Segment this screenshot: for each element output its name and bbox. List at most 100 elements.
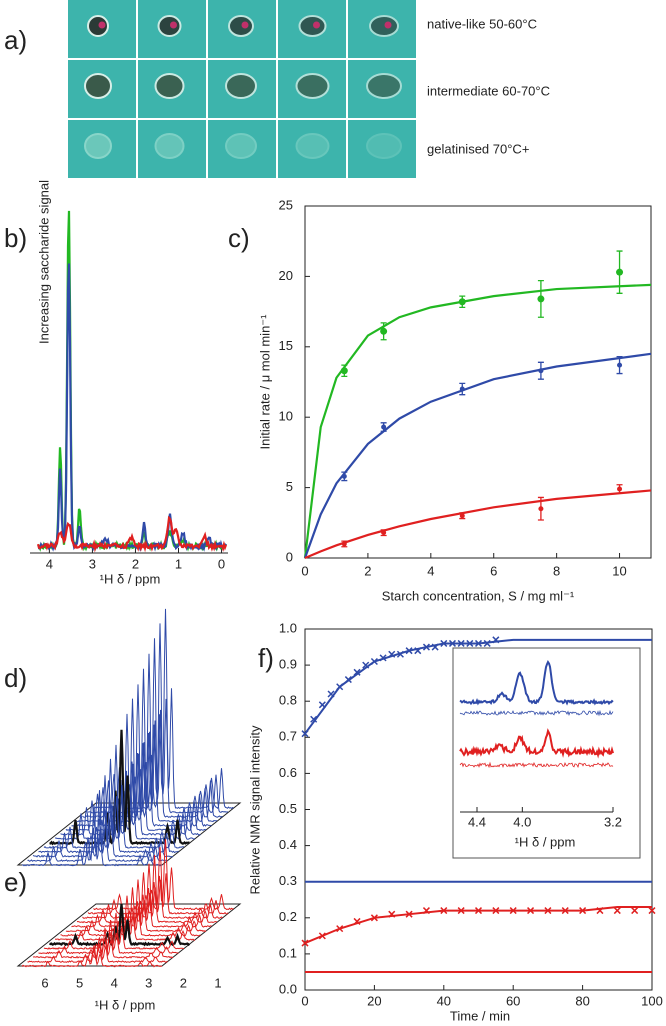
granule [298, 15, 327, 37]
granule-highlight [313, 21, 320, 29]
x-tick-label: 0 [218, 556, 225, 571]
data-point [301, 730, 309, 738]
data-point [483, 639, 491, 647]
spectrum-trace [36, 515, 228, 553]
x-tick-label: 2 [180, 975, 187, 990]
spectrum-trace [27, 790, 168, 863]
spectrum-trace [38, 920, 179, 955]
data-point [388, 650, 396, 658]
data-point [353, 917, 361, 925]
y-tick-label: 0 [286, 549, 293, 564]
spectrum-trace [37, 263, 227, 552]
data-point [381, 424, 387, 430]
data-point [466, 639, 474, 647]
inset-trace [459, 761, 614, 769]
y-tick-label: 20 [279, 268, 293, 283]
micrograph-tile [348, 120, 416, 178]
granule [154, 133, 185, 159]
spectrum-trace [76, 863, 218, 924]
x-axis-label: ¹H δ / ppm [100, 571, 161, 586]
x-tick-label: 4 [46, 556, 53, 571]
x-tick-label: 2 [364, 563, 371, 578]
data-point [440, 639, 448, 647]
data-point [492, 636, 500, 644]
y-tick-label: 0.2 [279, 909, 297, 924]
data-point [341, 541, 347, 547]
granule-highlight [241, 21, 249, 29]
data-point [370, 914, 378, 922]
granule-highlight [170, 21, 177, 29]
x-tick-label: 3.2 [604, 814, 622, 829]
data-point [310, 715, 318, 723]
data-point [381, 530, 387, 536]
legend-label: gelatinised 70°C+ [427, 141, 529, 156]
x-tick-label: 1 [175, 556, 182, 571]
y-axis-label: Initial rate / μ mol min⁻¹ [257, 314, 272, 450]
data-point [458, 298, 466, 306]
granule [295, 133, 330, 159]
data-point [474, 639, 483, 647]
x-tick-label: 0 [301, 563, 308, 578]
data-point [344, 676, 352, 684]
fit-curve [304, 905, 652, 944]
spectrum-trace [43, 912, 185, 950]
spectrum-trace [22, 804, 163, 867]
data-point [431, 643, 439, 651]
data-point [388, 910, 396, 918]
panel-label: e) [4, 867, 27, 897]
data-point [459, 513, 465, 519]
x-tick-label: 6 [41, 975, 48, 990]
legend-label: native-like 50-60°C [427, 16, 537, 31]
data-point [318, 701, 326, 709]
data-point [379, 654, 387, 662]
granule [154, 73, 185, 99]
y-tick-label: 0.3 [279, 873, 297, 888]
data-point [318, 932, 326, 940]
y-tick-label: 0.1 [279, 945, 297, 960]
y-tick-label: 0.7 [279, 729, 297, 744]
micrograph-grid [68, 0, 416, 178]
x-axis-label: ¹H δ / ppm [95, 997, 156, 1012]
y-tick-label: 25 [279, 197, 293, 212]
granule [295, 73, 330, 99]
data-point [459, 386, 465, 392]
panel-label: d) [4, 663, 27, 693]
data-point [336, 683, 344, 691]
data-point [422, 643, 430, 651]
data-point [596, 907, 604, 915]
data-point [538, 506, 544, 512]
spectrum-trace [60, 887, 201, 937]
data-point [301, 939, 309, 947]
y-tick-label: 0.4 [279, 837, 297, 852]
x-axis-label: Starch concentration, S / mg ml⁻¹ [382, 588, 575, 603]
x-tick-label: 3 [145, 975, 152, 990]
data-point [457, 639, 465, 647]
x-tick-label: 4.0 [513, 814, 531, 829]
granule [157, 15, 182, 37]
inset-trace [459, 709, 614, 717]
x-tick-label: 60 [506, 993, 520, 1008]
y-tick-label: 15 [279, 338, 293, 353]
spectrum-trace [82, 854, 223, 919]
x-tick-label: 3 [89, 556, 96, 571]
spectrum-trace [87, 847, 229, 915]
data-point [509, 907, 517, 915]
x-tick-label: 8 [553, 563, 560, 578]
granule [84, 133, 112, 159]
x-tick-label: 100 [641, 993, 663, 1008]
panel-label: c) [228, 223, 250, 253]
panel-label: f) [258, 643, 274, 673]
x-tick-label: 10 [612, 563, 626, 578]
x-axis-label: ¹H δ / ppm [515, 834, 576, 849]
y-axis-label: Increasing saccharide signal [36, 180, 51, 344]
x-tick-label: 1 [214, 975, 221, 990]
x-tick-label: 4 [427, 563, 434, 578]
data-point [422, 907, 430, 915]
data-point [353, 668, 361, 676]
spectrum-trace [38, 758, 179, 854]
x-tick-label: 40 [437, 993, 451, 1008]
data-point [405, 647, 413, 655]
y-axis-label: Relative NMR signal intensity [247, 725, 262, 895]
y-tick-label: 0.6 [279, 765, 297, 780]
